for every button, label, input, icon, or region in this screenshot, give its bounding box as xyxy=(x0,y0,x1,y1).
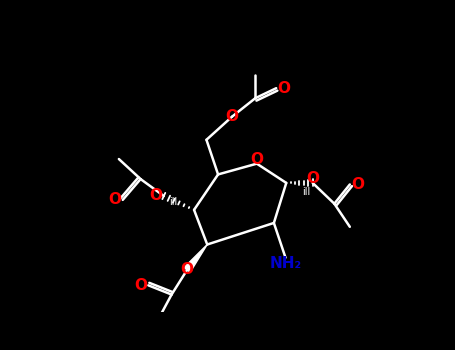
Text: ill: ill xyxy=(169,197,177,207)
Text: O: O xyxy=(306,171,319,186)
Text: O: O xyxy=(278,81,290,96)
Text: O: O xyxy=(250,152,263,167)
Polygon shape xyxy=(184,245,207,272)
Text: NH₂: NH₂ xyxy=(269,256,302,271)
Text: ill: ill xyxy=(302,187,311,197)
Text: O: O xyxy=(181,262,193,278)
Text: O: O xyxy=(351,177,364,192)
Text: O: O xyxy=(134,278,147,293)
Text: O: O xyxy=(150,189,162,203)
Text: O: O xyxy=(108,193,121,207)
Text: O: O xyxy=(226,109,238,124)
